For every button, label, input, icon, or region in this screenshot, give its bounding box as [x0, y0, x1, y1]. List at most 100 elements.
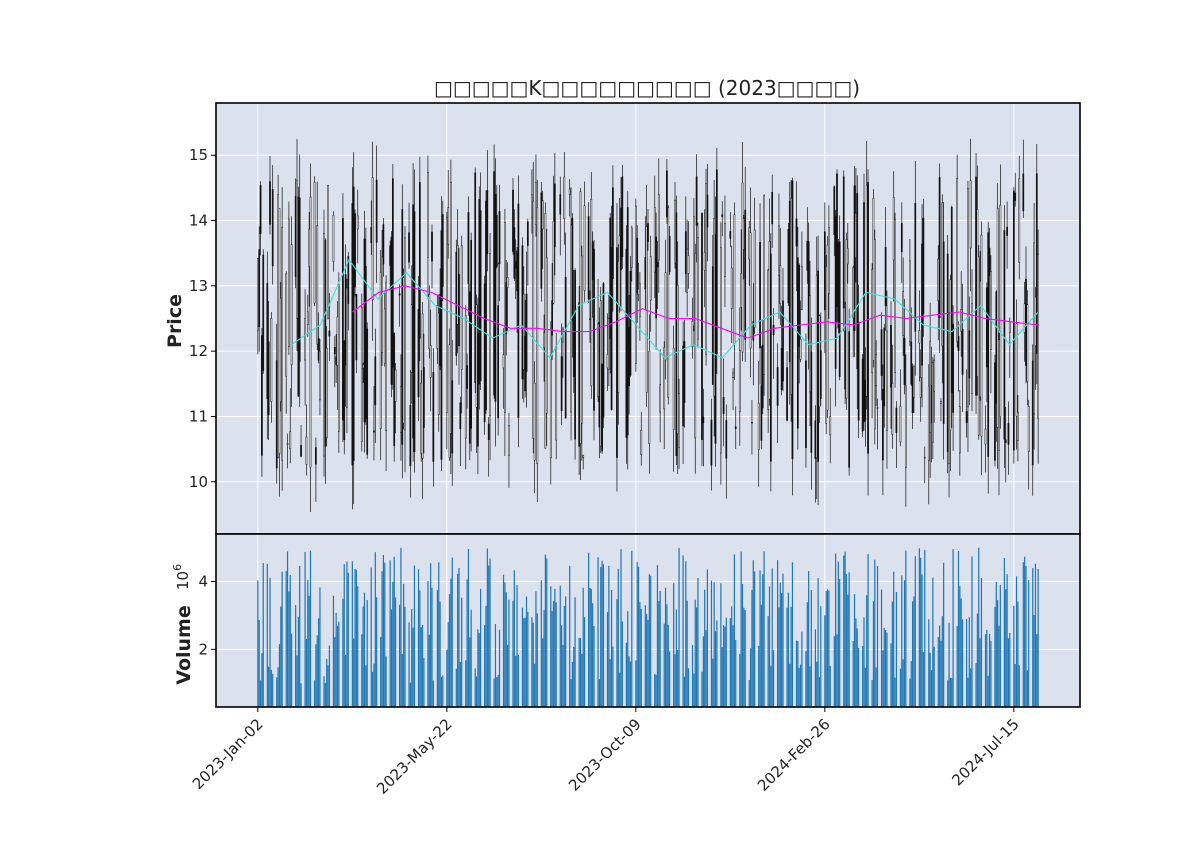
candle [749, 187, 752, 378]
volume-bar [817, 578, 819, 707]
candle-body [957, 336, 960, 352]
volume-bar [336, 625, 339, 707]
volume-bar [855, 618, 857, 707]
candle [922, 198, 925, 337]
candle [590, 171, 593, 399]
candle-body [294, 196, 297, 277]
candle-body [400, 386, 402, 433]
candle [946, 234, 949, 474]
candle [601, 363, 603, 454]
volume-bar [531, 617, 533, 707]
candle [909, 239, 911, 347]
candle-body [477, 333, 479, 447]
volume-bar [712, 658, 714, 707]
candle [856, 175, 859, 410]
volume-bar [894, 677, 896, 707]
price-axis-label: Price [164, 294, 186, 348]
candle [333, 335, 336, 388]
candle [664, 239, 667, 380]
candle [741, 142, 744, 362]
candle-body [894, 219, 896, 374]
candle-body [752, 321, 755, 341]
candle-body [734, 426, 737, 430]
volume-bar [296, 655, 298, 707]
volume-bar [347, 572, 349, 707]
candle [281, 187, 284, 491]
candle-body [856, 193, 859, 370]
candle-body [649, 255, 652, 301]
candle [560, 323, 563, 425]
candle-body [502, 354, 505, 369]
candle [676, 241, 679, 475]
candle-body [466, 365, 468, 389]
volume-bar [304, 552, 306, 707]
volume-bar [847, 594, 849, 707]
candle [1018, 155, 1021, 280]
volume-bar [667, 624, 669, 707]
candle-body [910, 341, 913, 385]
volume-bar [844, 551, 846, 707]
candle-body [971, 303, 973, 394]
volume-bar [1006, 574, 1008, 707]
candle-body [1033, 242, 1035, 415]
candle [360, 293, 363, 452]
candle [795, 181, 798, 292]
candle [655, 212, 657, 350]
volume-bar [856, 628, 858, 707]
volume-bar [760, 604, 763, 707]
volume-bar [1007, 638, 1010, 707]
candle-body [938, 177, 941, 319]
volume-bar [687, 668, 690, 707]
volume-bar [489, 558, 491, 707]
candle-body [933, 359, 936, 392]
candle-body [639, 283, 641, 318]
candle [971, 269, 973, 412]
candle [853, 165, 856, 357]
candle-body [346, 287, 348, 408]
candle [290, 216, 293, 407]
candle-body [432, 372, 435, 462]
candle [950, 205, 953, 429]
candle-body [401, 209, 404, 445]
candle [829, 388, 832, 464]
volume-bar [1024, 556, 1026, 707]
candle [720, 222, 722, 485]
candle [428, 285, 431, 359]
candle [786, 351, 788, 422]
volume-bar [874, 559, 876, 707]
volume-bar [801, 631, 803, 707]
volume-bar [512, 600, 514, 707]
volume-bar [741, 583, 744, 707]
candle-body [796, 257, 799, 429]
candle-body [675, 212, 678, 456]
volume-bar [269, 577, 271, 707]
candle-body [914, 203, 917, 332]
candle-body [474, 172, 477, 384]
volume-bar [309, 550, 312, 707]
candle-body [580, 255, 583, 424]
candle-body [475, 304, 478, 408]
volume-bar [828, 590, 830, 707]
volume-bar [448, 594, 451, 707]
candle-body [269, 181, 271, 225]
candle [579, 188, 582, 481]
candle [977, 245, 980, 440]
candle-body [795, 218, 798, 247]
volume-bar [268, 666, 270, 707]
candle [417, 275, 420, 422]
volume-bar [739, 654, 741, 707]
volume-bar [668, 651, 671, 707]
candle [327, 184, 329, 320]
candle-body [337, 284, 340, 432]
volume-bar [278, 644, 281, 707]
volume-bar [565, 596, 567, 707]
volume-bar [451, 557, 453, 707]
candle [401, 184, 404, 479]
candle-body [1027, 406, 1030, 452]
volume-bar [478, 633, 480, 707]
volume-multiplier-exponent: 6 [171, 564, 184, 571]
candle-body [876, 407, 879, 409]
volume-bar [1013, 605, 1015, 707]
candle [468, 283, 471, 461]
volume-bar [516, 585, 518, 707]
